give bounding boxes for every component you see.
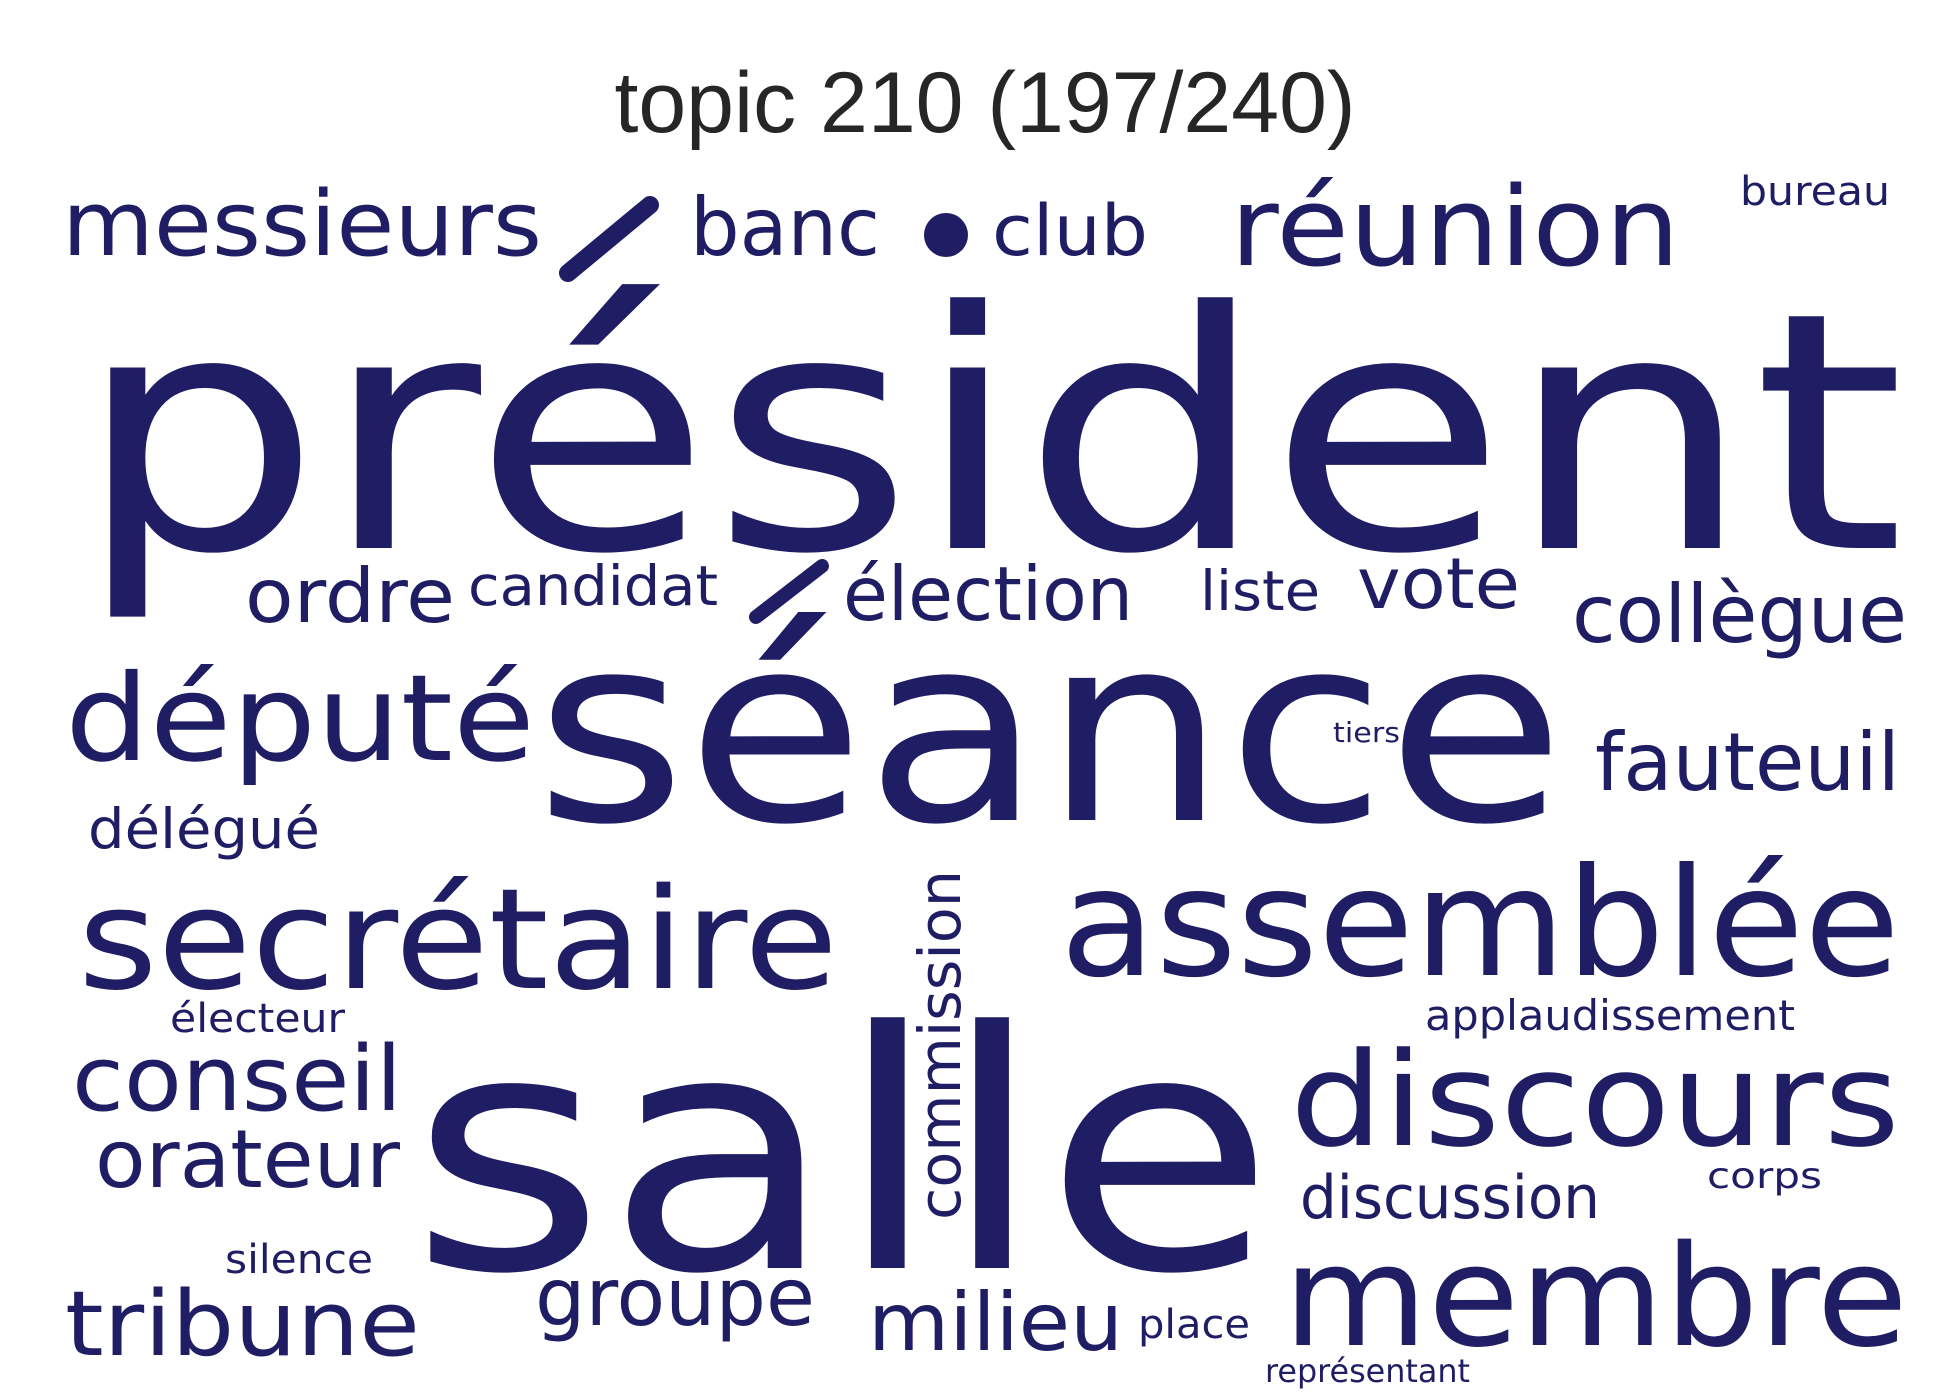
accent-marks — [559, 196, 968, 624]
word-applaudissement: applaudissement — [1425, 991, 1795, 1040]
word-assemblee: assemblée — [1060, 837, 1900, 1011]
word-discussion: discussion — [1300, 1163, 1600, 1233]
word-collegue: collègue — [1572, 568, 1907, 661]
word-messieurs: messieurs — [62, 172, 542, 277]
word-banc: banc — [690, 181, 880, 274]
word-fauteuil: fauteuil — [1595, 716, 1900, 809]
word-tiers: tiers — [1333, 716, 1400, 749]
word-seance: séance — [535, 580, 1565, 882]
word-secretaire: secrétaire — [78, 859, 838, 1022]
word-club: club — [992, 190, 1148, 272]
word-salle: salle — [410, 962, 1275, 1346]
word-president: président — [75, 242, 1905, 626]
word-representant: représentant — [1265, 1352, 1470, 1390]
word-corps: corps — [1707, 1156, 1822, 1197]
word-delegue: délégué — [88, 797, 320, 861]
word-silence: silence — [225, 1237, 373, 1283]
accent-stroke — [559, 196, 659, 282]
word-discours: discours — [1290, 1024, 1900, 1176]
word-election: élection — [843, 550, 1133, 638]
word-orateur: orateur — [95, 1113, 400, 1206]
word-milieu: milieu — [868, 1276, 1123, 1369]
accent-stroke — [749, 559, 829, 624]
word-conseil: conseil — [72, 1027, 402, 1132]
word-candidat: candidat — [468, 554, 718, 618]
word-groupe: groupe — [535, 1251, 815, 1344]
dot-mark — [924, 213, 968, 257]
word-reunion: réunion — [1230, 163, 1680, 291]
word-vote: vote — [1357, 543, 1520, 625]
word-depute: député — [65, 650, 535, 789]
word-liste: liste — [1200, 559, 1320, 623]
word-membre: membre — [1283, 1216, 1908, 1379]
word-tribune: tribune — [65, 1272, 420, 1377]
chart-title: topic 210 (197/240) — [614, 55, 1355, 151]
word-place: place — [1138, 1302, 1250, 1348]
word-electeur: électeur — [170, 996, 346, 1042]
word-ordre: ordre — [245, 552, 455, 640]
word-commission: commission — [906, 870, 974, 1220]
word-bureau: bureau — [1740, 169, 1890, 215]
